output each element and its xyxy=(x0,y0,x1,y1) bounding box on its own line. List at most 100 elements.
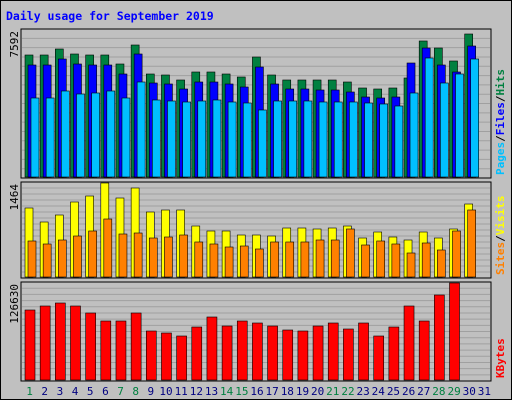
kbytes-bar xyxy=(327,322,339,381)
sites-bar xyxy=(437,249,446,278)
kbytes-bar xyxy=(191,326,203,381)
sites-bar xyxy=(42,243,52,278)
legend-files: Files xyxy=(494,102,507,135)
day-label: 24 xyxy=(372,385,386,398)
sites-bar xyxy=(346,228,355,278)
pages-bar xyxy=(455,73,464,178)
kbytes-bar xyxy=(343,328,354,381)
pages-bar xyxy=(45,97,55,178)
pages-bar xyxy=(288,100,298,178)
sites-bar xyxy=(133,232,143,278)
kbytes-bar xyxy=(55,302,66,381)
pages-bar xyxy=(440,82,449,178)
pages-bar xyxy=(151,99,161,178)
pages-bar xyxy=(364,102,373,178)
sites-bar xyxy=(103,218,113,278)
sites-bar xyxy=(239,245,249,278)
sites-bar xyxy=(27,240,37,278)
sites-bar xyxy=(406,252,416,278)
sites-bar xyxy=(315,239,325,278)
kbytes-bar xyxy=(449,282,460,381)
sites-bar xyxy=(270,241,279,278)
legend-kbytes: KBytes xyxy=(494,338,507,378)
kbytes-bar xyxy=(418,320,430,381)
sites-bar xyxy=(452,230,461,278)
day-label: 23 xyxy=(357,385,370,398)
kbytes-bar xyxy=(100,320,112,381)
kbytes-bar xyxy=(70,305,81,381)
day-label: 7 xyxy=(117,385,124,398)
sites-bar xyxy=(88,230,97,278)
pages-bar xyxy=(333,101,343,178)
kbytes-bar xyxy=(297,330,309,381)
day-label: 10 xyxy=(159,385,172,398)
sites-bar xyxy=(58,239,67,278)
scale-label: 7592 xyxy=(8,31,21,58)
day-label: 17 xyxy=(266,385,279,398)
pages-bar xyxy=(197,100,207,178)
sites-bar xyxy=(255,248,264,278)
day-label: 8 xyxy=(132,385,139,398)
day-label: 26 xyxy=(402,385,415,398)
day-label: 22 xyxy=(341,385,354,398)
sites-bar xyxy=(467,209,476,278)
sites-bar xyxy=(300,241,310,278)
legend-separator: / xyxy=(494,135,507,142)
day-label: 1 xyxy=(26,385,33,398)
day-label: 18 xyxy=(281,385,294,398)
pages-bar xyxy=(91,92,100,178)
legend-hits: Hits xyxy=(494,69,507,96)
day-label: 27 xyxy=(417,385,430,398)
kbytes-bar xyxy=(130,312,142,381)
day-label: 4 xyxy=(72,385,79,398)
kbytes-bar xyxy=(115,320,127,381)
legend-separator: / xyxy=(494,235,507,242)
pages-bar xyxy=(273,100,282,178)
pages-bar xyxy=(258,109,267,178)
day-label: 25 xyxy=(387,385,400,398)
sites-bar xyxy=(285,241,295,278)
chart-title: Daily usage for September 2019 xyxy=(6,9,214,23)
sites-bar xyxy=(421,242,431,278)
kbytes-bar xyxy=(282,329,294,381)
kbytes-bar xyxy=(252,322,263,381)
day-label: 20 xyxy=(311,385,324,398)
kbytes-bar xyxy=(388,326,400,381)
sites-bar xyxy=(194,241,204,278)
pages-bar xyxy=(227,101,237,178)
pages-bar xyxy=(242,102,252,178)
series-legend: Pages/Files/Hits xyxy=(494,69,507,175)
day-label: 9 xyxy=(148,385,155,398)
pages-bar xyxy=(167,100,176,178)
day-label: 12 xyxy=(190,385,203,398)
kbytes-bar xyxy=(267,325,278,381)
pages-bar xyxy=(121,97,131,178)
kbytes-bar xyxy=(161,332,172,381)
day-label: 21 xyxy=(326,385,339,398)
kbytes-bar xyxy=(145,330,157,381)
day-label: 30 xyxy=(463,385,476,398)
kbytes-bar xyxy=(403,305,415,381)
kbytes-bar xyxy=(85,312,96,381)
kbytes-bar xyxy=(373,335,385,381)
pages-bar xyxy=(76,93,85,178)
pages-bar xyxy=(212,99,222,178)
day-label: 3 xyxy=(57,385,64,398)
pages-bar xyxy=(318,101,328,178)
sites-bar xyxy=(391,243,401,278)
pages-bar xyxy=(424,57,434,178)
pages-bar xyxy=(30,97,40,178)
sites-bar xyxy=(376,240,386,278)
pages-bar xyxy=(409,92,419,178)
sites-bar xyxy=(209,243,219,278)
day-label: 29 xyxy=(447,385,460,398)
legend-visits: Visits xyxy=(494,196,507,236)
series-legend: Sites/Visits xyxy=(494,196,507,276)
kbytes-bar xyxy=(176,335,187,381)
legend-sites: Sites xyxy=(494,242,507,275)
kbytes-bar xyxy=(236,320,248,381)
day-label: 6 xyxy=(102,385,109,398)
sites-bar xyxy=(73,235,82,278)
